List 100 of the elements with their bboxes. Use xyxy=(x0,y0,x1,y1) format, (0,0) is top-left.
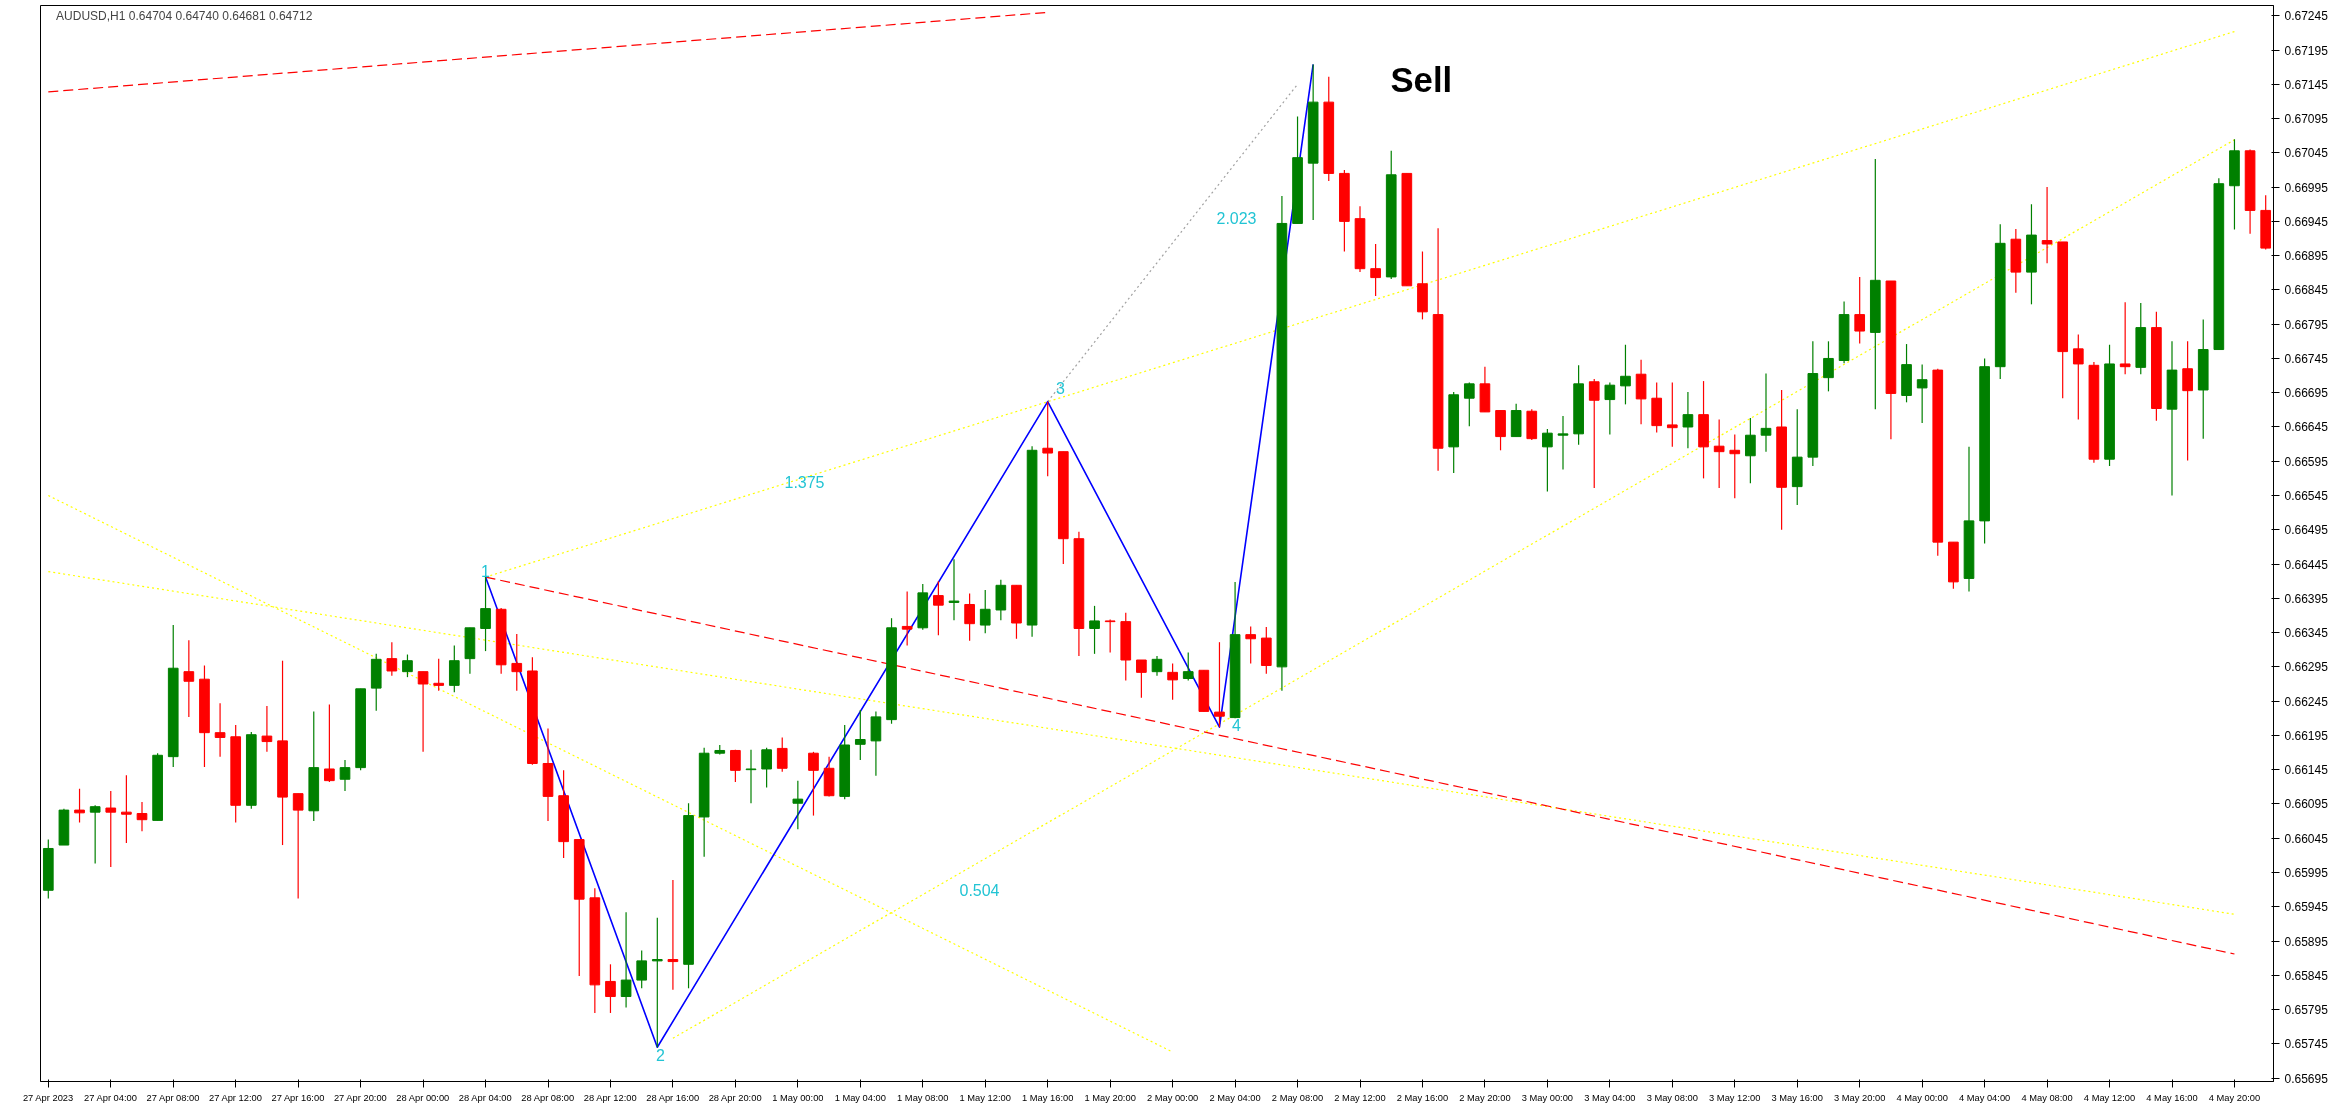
candlestick xyxy=(933,580,944,636)
x-tick-label: 1 May 08:00 xyxy=(897,1092,949,1103)
candlestick xyxy=(183,639,195,718)
candlestick xyxy=(1557,415,1569,471)
y-tick-label: 0.66695 xyxy=(2284,386,2329,401)
candlestick xyxy=(1182,651,1194,682)
candlestick xyxy=(89,804,101,865)
candlestick xyxy=(261,705,273,753)
annotation: 1 xyxy=(481,562,491,580)
candlestick xyxy=(1214,641,1225,728)
y-tick-label: 0.67045 xyxy=(2284,146,2329,161)
x-tick-label: 1 May 04:00 xyxy=(834,1092,886,1103)
x-tick-label: 4 May 12:00 xyxy=(2083,1092,2136,1103)
candlestick xyxy=(433,658,445,692)
y-tick-label: 0.66645 xyxy=(2284,420,2329,435)
y-tick-label: 0.66795 xyxy=(2284,317,2329,332)
y-tick-label: 0.67245 xyxy=(2284,9,2329,24)
x-tick-label: 3 May 08:00 xyxy=(1646,1092,1698,1103)
x-tick-label: 4 May 08:00 xyxy=(2021,1092,2073,1103)
candlestick xyxy=(339,759,351,792)
x-tick-label: 1 May 12:00 xyxy=(959,1092,1011,1103)
x-tick-label: 3 May 16:00 xyxy=(1771,1092,1823,1103)
x-tick-label: 3 May 04:00 xyxy=(1584,1092,1636,1103)
x-tick-label: 3 May 20:00 xyxy=(1834,1092,1886,1103)
candlestick xyxy=(417,671,429,753)
candlestick xyxy=(964,592,975,642)
candlestick xyxy=(808,751,819,817)
x-tick-label: 27 Apr 04:00 xyxy=(84,1092,137,1103)
x-tick-label: 28 Apr 08:00 xyxy=(521,1092,575,1103)
candlestick xyxy=(2041,186,2053,264)
candlestick xyxy=(511,633,523,692)
candlestick xyxy=(121,774,132,844)
x-tick-label: 27 Apr 20:00 xyxy=(333,1092,387,1103)
x-tick-label: 28 Apr 16:00 xyxy=(646,1092,700,1103)
y-tick-label: 0.65945 xyxy=(2284,900,2329,915)
y-tick-label: 0.66295 xyxy=(2284,660,2329,675)
candlestick xyxy=(1542,428,1553,493)
candlestick xyxy=(136,801,148,832)
candlestick xyxy=(620,911,632,1009)
annotation: 2.023 xyxy=(1216,209,1257,227)
y-tick-label: 0.66545 xyxy=(2284,489,2329,504)
candlestick xyxy=(1167,662,1178,701)
candlestick xyxy=(1604,381,1616,436)
y-tick-label: 0.67195 xyxy=(2284,43,2329,58)
candlestick xyxy=(1042,401,1054,477)
candlestick xyxy=(605,963,616,1014)
y-tick-label: 0.66195 xyxy=(2284,728,2329,743)
candlestick xyxy=(636,950,648,989)
y-tick-label: 0.66845 xyxy=(2284,283,2329,298)
candlestick xyxy=(324,703,335,783)
x-tick-label: 27 Apr 16:00 xyxy=(271,1092,325,1103)
y-tick-label: 0.66345 xyxy=(2284,626,2329,641)
y-tick-label: 0.66945 xyxy=(2284,214,2329,229)
y-tick-label: 0.67145 xyxy=(2284,77,2329,92)
candlestick xyxy=(1729,433,1741,499)
x-tick-label: 3 May 12:00 xyxy=(1709,1092,1761,1103)
y-tick-label: 0.65995 xyxy=(2284,865,2329,880)
x-tick-label: 4 May 00:00 xyxy=(1896,1092,1948,1103)
candlestick xyxy=(948,558,960,621)
x-tick-label: 27 Apr 12:00 xyxy=(208,1092,262,1103)
annotation: 1.375 xyxy=(784,473,825,491)
x-tick-label: 28 Apr 00:00 xyxy=(396,1092,450,1103)
candlestick xyxy=(1854,276,1866,344)
candlestick xyxy=(1682,391,1694,449)
candlestick xyxy=(1916,364,1928,424)
y-tick-label: 0.66995 xyxy=(2284,180,2329,195)
y-tick-label: 0.66245 xyxy=(2284,694,2329,709)
candlestick xyxy=(745,749,757,804)
y-tick-label: 0.66895 xyxy=(2284,249,2329,264)
x-tick-label: 2 May 16:00 xyxy=(1396,1092,1449,1103)
candlestick xyxy=(1588,378,1600,489)
candlestick xyxy=(651,917,663,1048)
x-tick-label: 1 May 20:00 xyxy=(1084,1092,1136,1103)
x-tick-label: 2 May 08:00 xyxy=(1271,1092,1324,1103)
candlestick xyxy=(2119,301,2131,375)
candlestick xyxy=(1370,243,1381,297)
x-tick-label: 2 May 20:00 xyxy=(1459,1092,1511,1103)
candlestick xyxy=(901,590,913,647)
x-tick-label: 3 May 00:00 xyxy=(1521,1092,1574,1103)
candlestick xyxy=(1760,372,1772,453)
y-tick-label: 0.66745 xyxy=(2284,351,2329,366)
candlestick xyxy=(402,653,413,678)
candlestick xyxy=(870,710,882,777)
candlestick xyxy=(1745,417,1756,484)
candlestick xyxy=(1089,605,1100,655)
x-tick-label: 1 May 00:00 xyxy=(772,1092,824,1103)
candlestick xyxy=(979,589,991,634)
candlestick xyxy=(2072,333,2084,421)
candlestick xyxy=(854,709,866,761)
annotation: 0.504 xyxy=(959,881,1000,899)
x-tick-label: 27 Apr 08:00 xyxy=(146,1092,200,1103)
y-tick-label: 0.66495 xyxy=(2284,523,2329,538)
y-tick-label: 0.65845 xyxy=(2284,968,2329,983)
y-tick-label: 0.66145 xyxy=(2284,763,2329,778)
candlestick xyxy=(761,747,772,789)
annotation: Sell xyxy=(1390,60,1453,99)
y-tick-label: 0.67095 xyxy=(2284,112,2329,127)
x-tick-label: 4 May 04:00 xyxy=(1958,1092,2011,1103)
y-tick-label: 0.65695 xyxy=(2284,1071,2329,1086)
y-tick-label: 0.65795 xyxy=(2284,1003,2329,1018)
